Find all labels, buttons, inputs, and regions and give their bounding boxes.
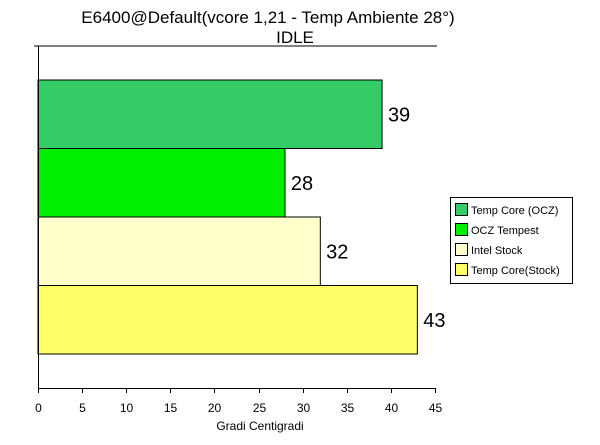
data-label: 32 — [326, 241, 348, 263]
x-tick-label: 5 — [79, 401, 86, 415]
x-tick-label: 40 — [385, 401, 399, 415]
x-tick-label: 0 — [35, 401, 42, 415]
chart-subtitle: IDLE — [276, 28, 314, 47]
x-tick-label: 35 — [341, 401, 355, 415]
data-label: 43 — [423, 310, 445, 332]
legend-label: Intel Stock — [471, 245, 523, 257]
x-axis-label: Gradi Centigradi — [216, 419, 303, 433]
chart-title: E6400@Default(vcore 1,21 - Temp Ambiente… — [81, 8, 454, 27]
x-tick-label: 45 — [429, 401, 443, 415]
legend-label: Temp Core (OCZ) — [471, 205, 558, 217]
x-tick-label: 25 — [253, 401, 267, 415]
legend-box — [450, 197, 573, 284]
legend-swatch — [455, 263, 468, 276]
legend-label: Temp Core(Stock) — [471, 265, 560, 277]
legend: Temp Core (OCZ) OCZ Tempest Intel Stock Tem… — [450, 197, 573, 284]
legend-swatch — [455, 223, 468, 236]
legend-swatch — [455, 243, 468, 256]
bar — [37, 285, 418, 355]
legend-label: OCZ Tempest — [471, 225, 539, 237]
x-tick-label: 10 — [120, 401, 134, 415]
data-label: 28 — [291, 173, 313, 195]
bar — [37, 216, 321, 286]
x-tick-label: 15 — [164, 401, 178, 415]
bar — [37, 79, 383, 149]
data-label: 39 — [388, 104, 410, 126]
x-tick-label: 20 — [208, 401, 222, 415]
legend-swatch — [455, 203, 468, 216]
bar — [37, 148, 286, 218]
x-tick-label: 30 — [297, 401, 311, 415]
